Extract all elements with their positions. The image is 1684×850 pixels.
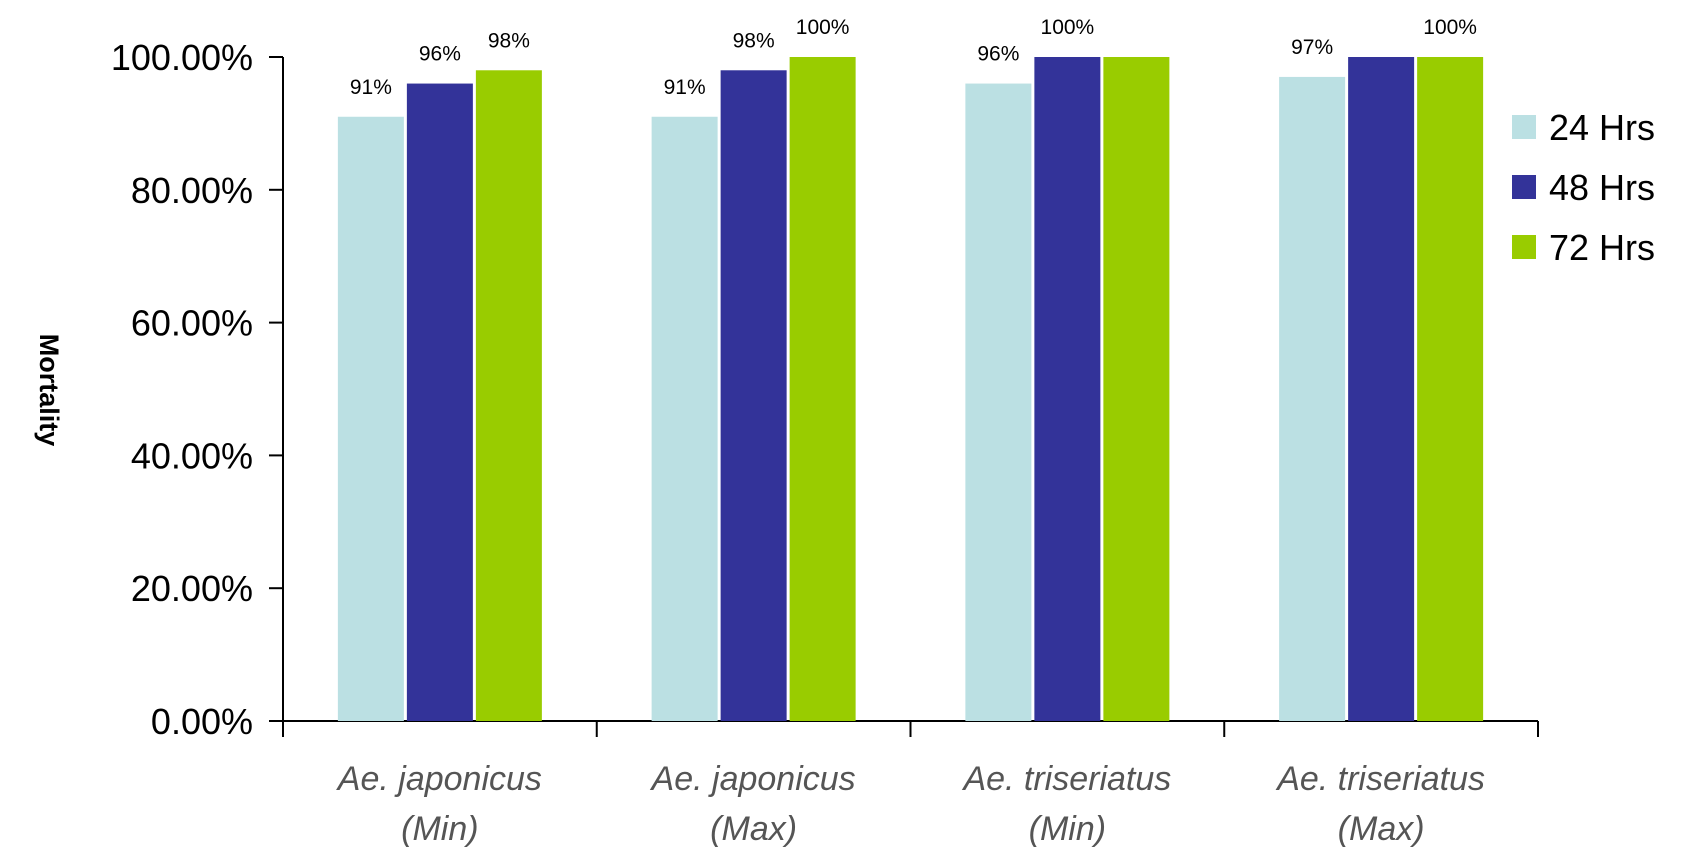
bar — [789, 57, 856, 721]
y-tick-label: 0.00% — [151, 701, 253, 742]
y-tick-label: 20.00% — [131, 568, 253, 609]
data-labels: 91% 91% 96% 97% 96% 98% 100% 98% 100% 100% — [350, 16, 1477, 99]
x-category-label: (Min) — [401, 810, 478, 848]
data-label: 100% — [1041, 16, 1095, 39]
data-label: 96% — [977, 43, 1019, 66]
x-category-label: Ae. triseriatus — [1275, 760, 1485, 798]
legend-swatch — [1512, 175, 1536, 199]
bar — [965, 83, 1032, 721]
data-label: 100% — [796, 16, 850, 39]
legend-label: 48 Hrs — [1549, 167, 1655, 208]
data-label: 96% — [419, 43, 461, 66]
legend-label: 72 Hrs — [1549, 227, 1655, 268]
y-tick-label: 100.00% — [111, 37, 253, 78]
data-label: 97% — [1291, 36, 1333, 59]
data-label: 100% — [1423, 16, 1477, 39]
bar — [475, 70, 542, 721]
x-category-label: Ae. japonicus — [336, 760, 542, 798]
bar — [1034, 57, 1101, 721]
x-category-label: (Min) — [1029, 810, 1106, 848]
x-category-label: Ae. triseriatus — [961, 760, 1171, 798]
data-label: 98% — [488, 29, 530, 52]
y-tick-label: 40.00% — [131, 435, 253, 476]
data-label: 91% — [350, 76, 392, 99]
y-tick-label: 60.00% — [131, 303, 253, 344]
data-label: 98% — [733, 29, 775, 52]
y-axis-title: Mortality — [34, 334, 64, 447]
y-tick-label: 80.00% — [131, 170, 253, 211]
bar — [1417, 57, 1484, 721]
bar — [1279, 76, 1346, 722]
x-category-label: (Max) — [1338, 810, 1425, 848]
bar — [720, 70, 787, 721]
axes: 0.00% 20.00% 40.00% 60.00% 80.00% 100.00% Ae. … — [111, 37, 1539, 848]
x-category-label: (Max) — [710, 810, 797, 848]
data-label: 91% — [664, 76, 706, 99]
legend: 24 Hrs 48 Hrs 72 Hrs — [1512, 107, 1655, 268]
bar — [1348, 57, 1415, 721]
legend-swatch — [1512, 235, 1536, 259]
x-category-label: Ae. japonicus — [650, 760, 856, 798]
bar — [406, 83, 473, 721]
bar — [651, 116, 718, 721]
legend-swatch — [1512, 115, 1536, 139]
legend-label: 24 Hrs — [1549, 107, 1655, 148]
bars — [337, 57, 1484, 722]
bar — [1103, 57, 1170, 721]
bar — [337, 116, 404, 721]
